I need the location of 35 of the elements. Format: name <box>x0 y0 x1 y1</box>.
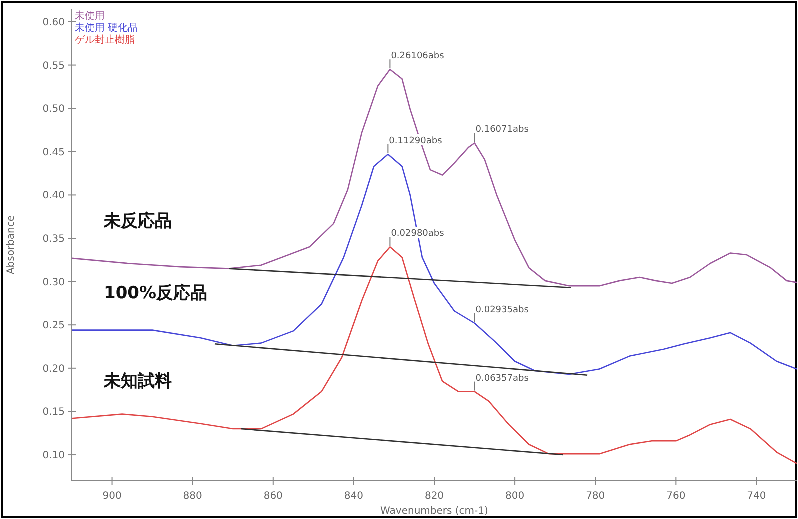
y-tick-label: 0.25 <box>42 320 65 332</box>
y-tick-label: 0.35 <box>42 234 65 246</box>
text: 未使用 硬化品 <box>75 22 138 34</box>
x-tick-label: 860 <box>264 491 283 502</box>
annotation: 0.02935abs <box>476 305 530 316</box>
annotation: 0.06357abs <box>476 374 530 384</box>
y-tick-label: 0.55 <box>42 60 65 72</box>
y-tick-label: 0.45 <box>42 147 65 158</box>
annotation: 未反応品 <box>103 211 172 232</box>
x-tick-label: 900 <box>102 491 122 502</box>
annotation: 未知試料 <box>103 372 172 392</box>
y-tick-label: 0.40 <box>42 190 65 202</box>
x-tick-label: 880 <box>183 491 202 502</box>
annotation: 100%反応品 <box>104 283 208 304</box>
text: 未使用 <box>75 10 105 22</box>
y-axis-title: Absorbance <box>6 215 17 275</box>
line-series <box>71 246 798 464</box>
x-tick-label: 800 <box>506 491 525 502</box>
annotation: 0.02980abs <box>391 229 445 240</box>
y-tick-label: 0.15 <box>42 407 65 418</box>
text: ゲル封止樹脂 <box>75 34 135 46</box>
y-tick-label: 0.60 <box>42 17 65 28</box>
annotation: 0.16071abs <box>476 125 530 136</box>
x-tick-label: 780 <box>586 491 606 502</box>
x-tick-label: 820 <box>424 491 444 502</box>
y-tick-label: 0.20 <box>42 364 65 375</box>
x-tick-label: 740 <box>747 491 766 502</box>
x-axis-title: Wavenumbers (cm-1) <box>380 506 489 517</box>
annotation: 0.11290abs <box>389 136 443 146</box>
x-tick-label: 760 <box>666 491 686 502</box>
x-tick-label: 840 <box>344 491 364 502</box>
y-tick-label: 0.30 <box>42 277 65 288</box>
y-tick-label: 0.50 <box>42 104 65 116</box>
y-tick-label: 0.10 <box>42 450 65 462</box>
annotation: 0.26106abs <box>391 52 445 62</box>
